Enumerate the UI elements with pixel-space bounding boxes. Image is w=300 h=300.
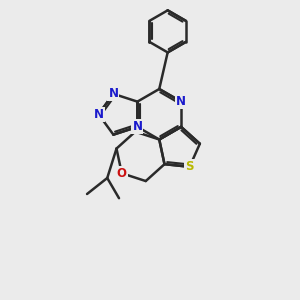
Text: S: S [185,160,194,173]
Text: O: O [117,167,127,180]
Text: N: N [176,95,186,108]
Text: N: N [108,87,118,100]
Text: N: N [94,108,103,121]
Text: N: N [132,120,142,134]
